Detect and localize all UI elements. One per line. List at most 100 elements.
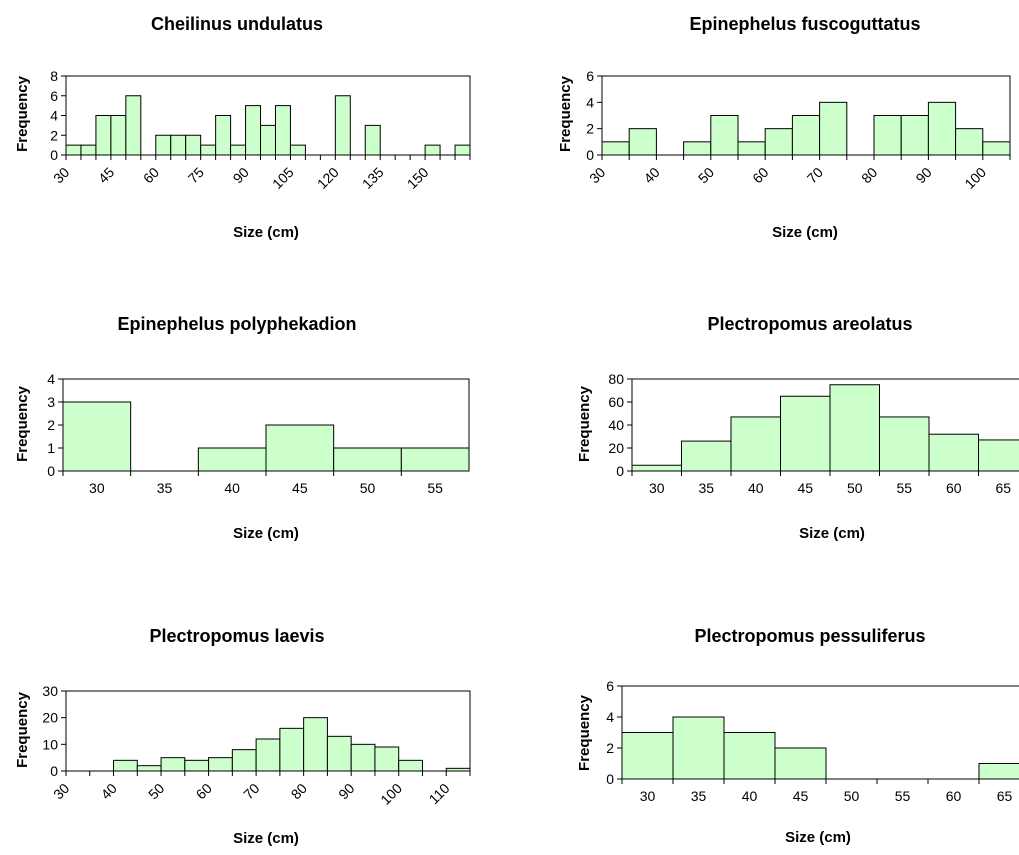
x-tick-label: 65 (995, 480, 1011, 496)
x-tick-label: 120 (314, 164, 342, 192)
x-tick-label: 60 (749, 164, 771, 186)
histogram-bar (303, 717, 328, 772)
x-tick-label: 45 (95, 164, 117, 186)
y-axis-label: Frequency (576, 385, 593, 462)
x-tick-label: 55 (896, 480, 912, 496)
x-tick-label: 50 (360, 480, 376, 496)
histogram-bar (274, 105, 291, 156)
x-tick-label: 55 (427, 480, 443, 496)
x-tick-label: 60 (140, 164, 162, 186)
histogram-bar (601, 141, 630, 156)
x-tick-label: 90 (230, 164, 252, 186)
histogram-bar (829, 384, 880, 472)
histogram-bar (683, 141, 712, 156)
x-axis-label: Size (cm) (233, 830, 299, 847)
histogram-bar (445, 767, 471, 772)
x-tick-label: 50 (844, 788, 860, 804)
y-tick-label: 4 (586, 94, 594, 110)
x-tick-label: 100 (961, 164, 989, 192)
x-tick-label: 70 (240, 780, 262, 802)
x-tick-label: 30 (640, 788, 656, 804)
histogram-bar (774, 747, 827, 780)
x-tick-label: 40 (98, 780, 120, 802)
chart-title: Cheilinus undulatus (151, 14, 323, 34)
x-tick-label: 30 (50, 780, 72, 802)
histogram-bar (136, 765, 162, 772)
y-tick-label: 20 (608, 440, 624, 456)
histogram-bar (95, 115, 112, 156)
histogram-bar (65, 144, 82, 156)
histogram-bar (197, 447, 267, 472)
x-axis-label: Size (cm) (233, 525, 299, 542)
y-tick-label: 4 (50, 108, 58, 124)
y-tick-label: 6 (50, 88, 58, 104)
x-tick-label: 60 (193, 780, 215, 802)
y-tick-label: 0 (586, 147, 594, 163)
histogram-bar (955, 128, 984, 156)
histogram-bar (723, 732, 776, 780)
x-tick-label: 90 (912, 164, 934, 186)
histogram-bar (873, 115, 902, 156)
histogram-bar (928, 433, 979, 472)
histogram-bar (255, 738, 281, 772)
x-tick-label: 50 (695, 164, 717, 186)
histogram-bar (334, 95, 351, 156)
chart-title: Plectropomus pessuliferus (694, 626, 925, 646)
y-tick-label: 20 (42, 710, 58, 726)
histogram-bar (730, 416, 781, 472)
histogram-bar (265, 424, 335, 472)
x-tick-label: 150 (404, 164, 432, 192)
histogram-bar (289, 144, 306, 156)
histogram-bar (879, 416, 930, 472)
y-tick-label: 6 (586, 68, 594, 84)
x-tick-label: 50 (145, 780, 167, 802)
x-axis-label: Size (cm) (799, 525, 865, 542)
x-tick-label: 110 (425, 780, 452, 807)
x-tick-label: 35 (691, 788, 707, 804)
histogram-bar (215, 115, 232, 156)
y-tick-label: 8 (50, 68, 58, 84)
y-tick-label: 40 (608, 417, 624, 433)
histogram-bar (672, 716, 725, 780)
y-tick-label: 4 (47, 371, 55, 387)
x-tick-label: 105 (269, 164, 297, 192)
histogram-bar (110, 115, 127, 156)
histogram-bar (764, 128, 793, 156)
x-tick-label: 30 (50, 164, 72, 186)
x-axis-label: Size (cm) (785, 829, 851, 846)
x-tick-label: 35 (157, 480, 173, 496)
chart-title: Epinephelus polyphekadion (117, 314, 356, 334)
histogram-bar (681, 440, 732, 472)
y-tick-label: 2 (586, 121, 594, 137)
chart-2: Epinephelus fuscoguttatus Frequency Size (… (557, 14, 1011, 241)
histogram-bar (160, 757, 186, 772)
histogram-bar (631, 464, 682, 472)
histogram-bar (208, 757, 233, 772)
histogram-bar (978, 763, 1019, 780)
chart-title: Plectropomus areolatus (707, 314, 912, 334)
y-tick-label: 0 (50, 147, 58, 163)
y-tick-label: 60 (608, 394, 624, 410)
histogram-bar (364, 124, 381, 156)
y-tick-label: 2 (606, 740, 614, 756)
histogram-bar (326, 735, 352, 772)
y-axis-label: Frequency (14, 75, 31, 152)
histogram-bar (791, 115, 821, 156)
histogram-bar (982, 141, 1011, 156)
histogram-bar (400, 447, 470, 472)
y-tick-label: 0 (616, 463, 624, 479)
y-tick-label: 2 (50, 127, 58, 143)
histogram-bar (621, 732, 674, 780)
x-tick-label: 40 (742, 788, 758, 804)
x-axis-label: Size (cm) (233, 224, 299, 241)
x-tick-label: 135 (359, 164, 387, 192)
histogram-bar (185, 134, 202, 156)
x-tick-label: 45 (292, 480, 308, 496)
x-tick-label: 30 (649, 480, 665, 496)
histogram-bar (333, 447, 402, 472)
histogram-bar (155, 134, 172, 156)
x-tick-label: 80 (288, 780, 310, 802)
y-axis-label: Frequency (14, 385, 31, 462)
x-axis-label: Size (cm) (772, 224, 838, 241)
x-tick-label: 50 (847, 480, 863, 496)
